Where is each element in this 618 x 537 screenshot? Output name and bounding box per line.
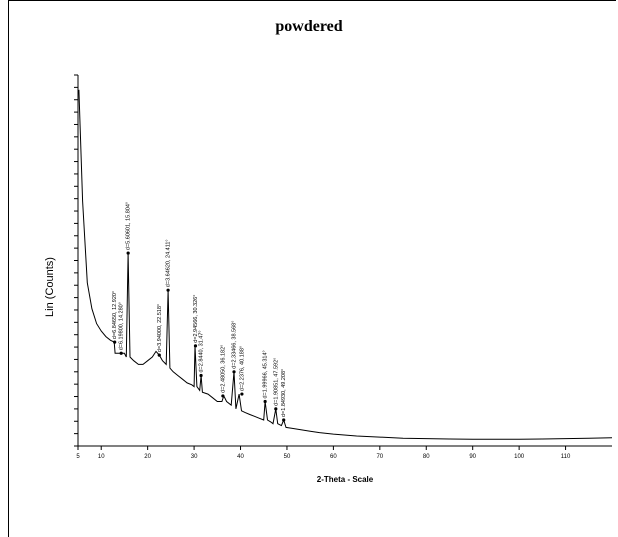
chart-title: powdered xyxy=(275,18,343,35)
peak-label: d=5.60601, 15.804° xyxy=(126,202,132,250)
peak-marker xyxy=(199,373,203,378)
x-tick-label: 10 xyxy=(98,454,105,460)
peak-marker xyxy=(282,418,286,422)
peak-label: d=1.99966, 45.314° xyxy=(263,350,269,398)
peak-label: d=1.84930, 49.208° xyxy=(281,369,287,417)
peak-label: d=2.48050, 36.182° xyxy=(220,345,226,393)
peak-marker xyxy=(240,392,244,396)
peak-marker xyxy=(221,394,225,398)
x-tick-label: 100 xyxy=(514,454,525,460)
peak-marker xyxy=(126,251,130,255)
peak-label: d=2.94566, 30.326° xyxy=(193,295,199,343)
x-tick-label: 110 xyxy=(561,454,571,460)
peak-marker xyxy=(263,399,267,404)
x-tick-label: 40 xyxy=(237,454,244,460)
peak-markers: d=6.84650, 12.920° d=6.19800, 14.280° d=5.… xyxy=(112,202,287,422)
series-line xyxy=(78,89,613,440)
chart-frame xyxy=(8,0,616,537)
axes: 5 10 20 30 40 50 60 70 80 90 100 110 xyxy=(74,74,612,460)
x-tick-label: 60 xyxy=(330,454,337,460)
peak-label: d=2.2376, 40.188° xyxy=(239,346,245,391)
x-tick-label: 80 xyxy=(423,454,430,460)
x-axis-label: 2-Theta - Scale xyxy=(317,475,374,484)
peak-marker xyxy=(274,407,278,411)
x-tick-label: 5 xyxy=(76,454,80,460)
peak-marker xyxy=(232,370,236,374)
x-tick-label: 90 xyxy=(469,454,476,460)
peak-marker xyxy=(157,353,161,357)
peak-marker xyxy=(119,351,123,355)
x-tick-label: 50 xyxy=(284,454,291,460)
y-axis-label: Lin (Counts) xyxy=(44,257,56,317)
peak-label: d=2.33466, 38.568° xyxy=(232,321,238,369)
x-tick-label: 70 xyxy=(376,454,383,460)
peak-label: d=3.64620, 24.411° xyxy=(166,239,172,287)
peak-label: d=2.8440, 31.47° xyxy=(199,330,205,372)
series-layer xyxy=(78,89,613,440)
peak-label: d=3.94000, 22.518° xyxy=(157,304,163,352)
peak-label: d=6.84650, 12.920° xyxy=(112,291,118,339)
x-tick-label: 20 xyxy=(144,454,151,460)
peak-label: d=1.90851, 47.592° xyxy=(273,358,279,406)
peak-label: d=6.19800, 14.280° xyxy=(119,302,125,350)
x-tick-label: 30 xyxy=(191,454,198,460)
peak-marker xyxy=(193,344,198,348)
peak-marker xyxy=(113,340,117,344)
peak-marker xyxy=(166,288,170,292)
